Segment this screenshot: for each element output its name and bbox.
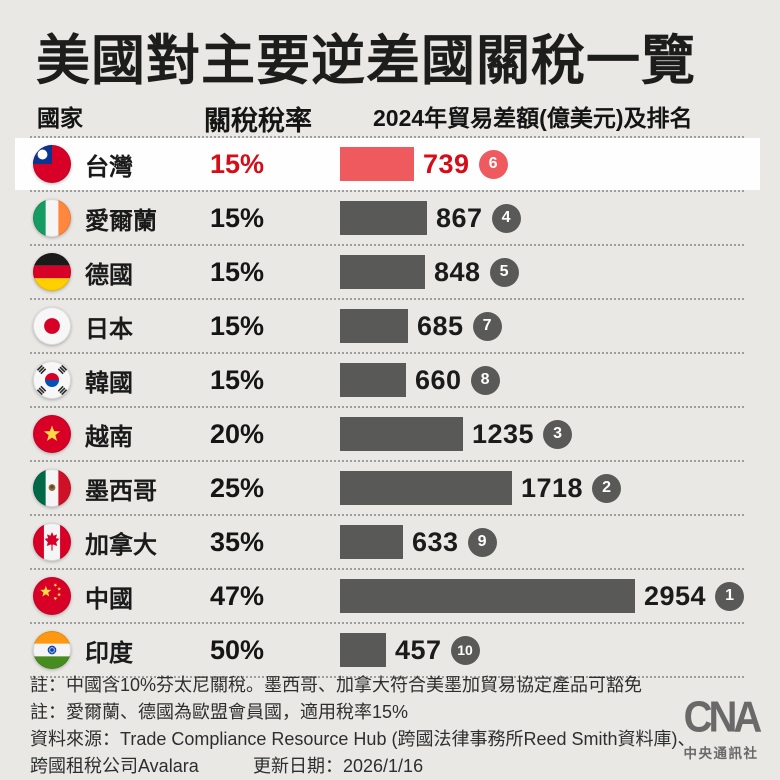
column-header-trade-balance: 2024年貿易差額(億美元)及排名: [373, 105, 693, 131]
flag-germany-icon: [33, 253, 71, 291]
deficit-bar-group: 2954 1: [340, 579, 745, 613]
deficit-bar: [340, 633, 386, 667]
cna-logo-mark: CNA: [683, 693, 763, 742]
rank-badge: 8: [470, 365, 500, 395]
deficit-bar: [340, 309, 408, 343]
source-line-1: 資料來源：Trade Compliance Resource Hub (跨國法律…: [30, 729, 696, 749]
flag-vietnam-icon: [33, 415, 71, 453]
table-row: 印度 50% 457 10: [30, 624, 744, 678]
rank-badge: 5: [489, 257, 519, 287]
deficit-value: 633: [412, 526, 459, 557]
rank-badge: 3: [543, 419, 573, 449]
flag-taiwan-icon: [33, 145, 71, 183]
footnote-1: 註：中國含10%芬太尼關稅。墨西哥、加拿大符合美墨加貿易協定產品可豁免: [30, 675, 643, 695]
deficit-bar-group: 633 9: [340, 525, 497, 559]
deficit-bar-group: 457 10: [340, 633, 480, 667]
country-name: 印度: [85, 639, 133, 667]
deficit-bar-group: 660 8: [340, 363, 500, 397]
deficit-bar: [340, 417, 463, 451]
tariff-rate: 15%: [209, 256, 265, 287]
table-row: 墨西哥 25% 1718 2: [30, 462, 744, 516]
cna-logo-subtitle: 中央通訊社: [683, 746, 759, 761]
flag-canada-icon: [33, 523, 71, 561]
tariff-rate: 15%: [209, 364, 265, 395]
rank-badge: 6: [478, 149, 508, 179]
page-title: 美國對主要逆差國關稅一覽: [36, 31, 696, 91]
deficit-bar: [340, 579, 635, 613]
rank-badge: 4: [491, 203, 521, 233]
deficit-bar-group: 1235 3: [340, 417, 573, 451]
deficit-value: 660: [415, 364, 462, 395]
tariff-rate: 15%: [209, 310, 265, 341]
table-row: 加拿大 35% 633 9: [30, 516, 744, 570]
flag-japan-icon: [33, 307, 71, 345]
tariff-rate: 15%: [209, 202, 265, 233]
deficit-value: 685: [417, 310, 464, 341]
tariff-rate: 50%: [209, 634, 265, 665]
table-row: 德國 15% 848 5: [30, 246, 744, 300]
country-name: 越南: [85, 423, 133, 451]
column-header-tariff-rate: 關稅稅率: [204, 106, 312, 136]
tariff-rate: 47%: [209, 580, 265, 611]
deficit-value: 457: [395, 634, 442, 665]
table-row: 台灣 15% 739 6: [15, 138, 760, 192]
country-name: 台灣: [85, 153, 133, 181]
tariff-rate: 20%: [209, 418, 265, 449]
country-name: 加拿大: [85, 531, 157, 559]
source-line-2: 跨國租稅公司Avalara 更新日期：2026/1/16: [30, 753, 696, 780]
deficit-bar-group: 867 4: [340, 201, 521, 235]
deficit-value: 867: [436, 202, 483, 233]
deficit-bar: [340, 363, 406, 397]
deficit-bar: [340, 525, 403, 559]
country-name: 愛爾蘭: [85, 207, 157, 235]
deficit-bar: [340, 147, 414, 181]
deficit-bar-group: 739 6: [340, 147, 508, 181]
table-rows: 台灣 15% 739 6 愛爾蘭 15% 867 4 德國 15% 848 5 日本 15% 685 7 韓國 1…: [15, 136, 760, 678]
footnotes: 註：中國含10%芬太尼關稅。墨西哥、加拿大符合美墨加貿易協定產品可豁免 註：愛爾…: [30, 672, 696, 780]
rank-badge: 1: [715, 581, 745, 611]
country-name: 日本: [85, 315, 133, 343]
country-name: 德國: [85, 261, 133, 289]
table-row: 日本 15% 685 7: [30, 300, 744, 354]
deficit-bar-group: 848 5: [340, 255, 519, 289]
flag-china-icon: [33, 577, 71, 615]
table-row: 愛爾蘭 15% 867 4: [30, 192, 744, 246]
rank-badge: 2: [592, 473, 622, 503]
rank-badge: 10: [450, 635, 480, 665]
country-name: 韓國: [85, 369, 133, 397]
tariff-rate: 15%: [209, 148, 265, 179]
country-name: 墨西哥: [85, 477, 157, 505]
source-company: 跨國租稅公司Avalara: [30, 756, 199, 776]
deficit-value: 848: [434, 256, 481, 287]
country-name: 中國: [85, 585, 133, 613]
flag-india-icon: [33, 631, 71, 669]
deficit-value: 1718: [521, 472, 584, 503]
tariff-rate: 35%: [209, 526, 265, 557]
deficit-value: 2954: [644, 580, 707, 611]
rank-badge: 7: [472, 311, 502, 341]
deficit-bar-group: 685 7: [340, 309, 502, 343]
table-row: 越南 20% 1235 3: [30, 408, 744, 462]
deficit-bar: [340, 201, 427, 235]
flag-ireland-icon: [33, 199, 71, 237]
deficit-bar: [340, 255, 425, 289]
tariff-rate: 25%: [209, 472, 265, 503]
table-row: 中國 47% 2954 1: [30, 570, 745, 624]
deficit-bar-group: 1718 2: [340, 471, 622, 505]
deficit-value: 1235: [472, 418, 535, 449]
flag-south-korea-icon: [33, 361, 71, 399]
footnote-2: 註：愛爾蘭、德國為歐盟會員國，適用稅率15%: [30, 702, 409, 722]
flag-mexico-icon: [33, 469, 71, 507]
update-date: 更新日期：2026/1/16: [253, 756, 424, 776]
table-row: 韓國 15% 660 8: [30, 354, 744, 408]
column-header-country: 國家: [37, 105, 83, 131]
rank-badge: 9: [467, 527, 497, 557]
deficit-value: 739: [423, 148, 470, 179]
cna-logo: CNA 中央通訊社: [678, 693, 764, 762]
deficit-bar: [340, 471, 512, 505]
